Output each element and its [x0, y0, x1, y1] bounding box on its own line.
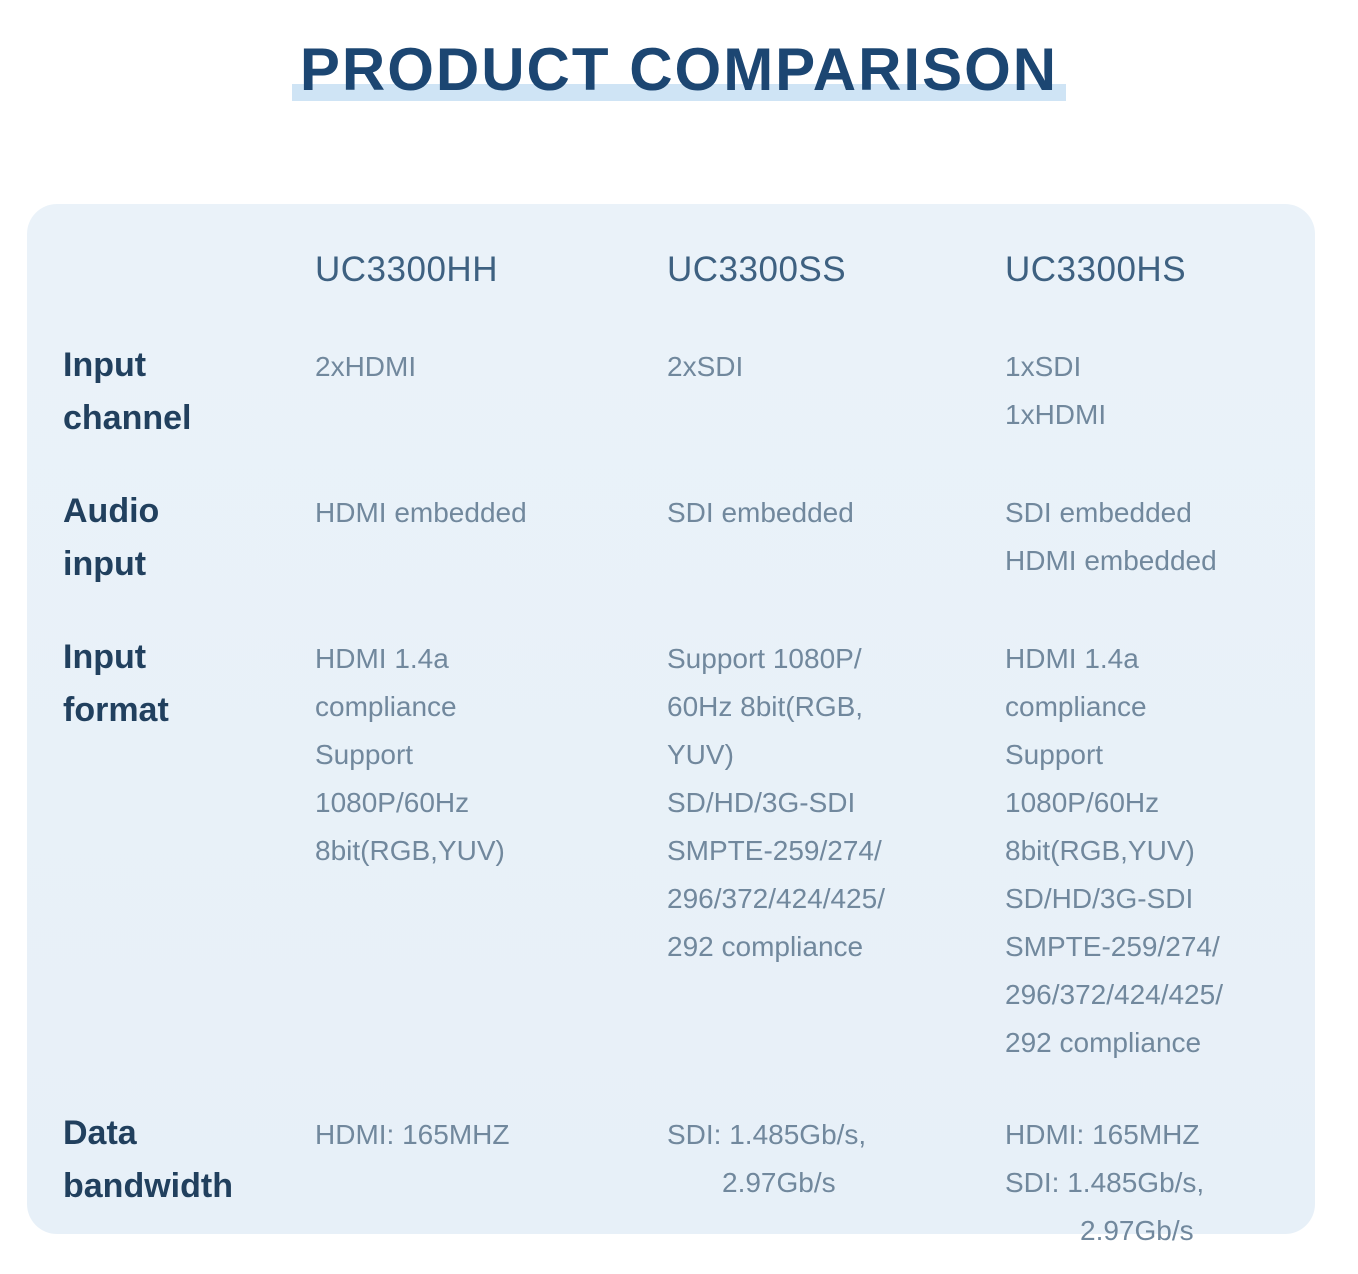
spec-line: SDI: 1.485Gb/s,	[1005, 1167, 1205, 1198]
spec-line: 1xSDI	[1005, 351, 1082, 382]
spec-cell: Support 1080P/60Hz 8bit(RGB, YUV) SD/HD/3G…	[667, 631, 1005, 971]
spec-line: SDI embedded	[667, 497, 854, 528]
row-input-format: Input format HDMI 1.4a compliance Support 1…	[63, 631, 1279, 1067]
spec-line: HDMI embedded	[315, 497, 527, 528]
spec-line: 2.97Gb/s	[722, 1167, 836, 1198]
spec-line: Support 1080P/60Hz	[1005, 739, 1160, 818]
spec-line: SMPTE-259/274/	[1005, 931, 1220, 962]
row-audio-input: Audio input HDMI embedded SDI embedded S…	[63, 485, 1279, 591]
spec-line: Support 1080P/	[667, 643, 862, 674]
spec-line: HDMI embedded	[1005, 545, 1217, 576]
spec-line: SDI: 1.485Gb/s,	[667, 1119, 867, 1150]
spec-cell: SDI embedded HDMI embedded	[1005, 485, 1279, 585]
spec-cell: SDI: 1.485Gb/s, 2.97Gb/s	[667, 1107, 1005, 1207]
page-title: PRODUCT COMPARISON	[0, 34, 1358, 106]
spec-line: 296/372/424/425/	[1005, 979, 1223, 1010]
spec-line: compliance	[1005, 691, 1147, 722]
spec-cell: 1xSDI 1xHDMI	[1005, 339, 1279, 439]
spec-line: SD/HD/3G-SDI	[667, 787, 856, 818]
spec-cell: HDMI: 165MHZ SDI: 1.485Gb/s, 2.97Gb/s	[1005, 1107, 1279, 1255]
spec-line: HDMI 1.4a	[1005, 643, 1139, 674]
spec-line: SDI embedded	[1005, 497, 1192, 528]
spec-line: HDMI: 165MHZ	[315, 1119, 510, 1150]
spec-line: 2xHDMI	[315, 351, 417, 382]
spec-line: 2.97Gb/s	[1080, 1215, 1194, 1246]
spec-line: SMPTE-259/274/	[667, 835, 882, 866]
product-header-uc3300hs: UC3300HS	[1005, 250, 1187, 289]
spec-line: 60Hz 8bit(RGB,	[667, 691, 864, 722]
spec-line: compliance	[315, 691, 457, 722]
spec-line: 2xSDI	[667, 351, 744, 382]
spec-line: 292 compliance	[1005, 1027, 1202, 1058]
spec-cell: 2xHDMI	[315, 339, 667, 391]
row-data-bandwidth: Data bandwidth HDMI: 165MHZ SDI: 1.485Gb…	[63, 1107, 1279, 1255]
spec-line: SD/HD/3G-SDI	[1005, 883, 1194, 914]
row-label: Data bandwidth	[63, 1114, 233, 1205]
product-header-uc3300hh: UC3300HH	[315, 250, 498, 289]
spec-cell: 2xSDI	[667, 339, 1005, 391]
spec-line: 8bit(RGB,YUV)	[315, 835, 505, 866]
spec-line: YUV)	[667, 739, 734, 770]
product-header-row: UC3300HH UC3300SS UC3300HS	[63, 249, 1279, 291]
spec-cell: HDMI embedded	[315, 485, 667, 537]
spec-line: 296/372/424/425/	[667, 883, 885, 914]
spec-cell: HDMI 1.4a compliance Support 1080P/60Hz 8bit…	[315, 631, 667, 875]
product-header-uc3300ss: UC3300SS	[667, 250, 847, 289]
page-title-text: PRODUCT COMPARISON	[291, 36, 1067, 103]
spec-line: HDMI 1.4a	[315, 643, 449, 674]
spec-cell: HDMI: 165MHZ	[315, 1107, 667, 1159]
row-label: Input format	[63, 638, 169, 729]
comparison-card: UC3300HH UC3300SS UC3300HS Input channel…	[27, 204, 1315, 1246]
spec-line: HDMI: 165MHZ	[1005, 1119, 1200, 1150]
spec-cell: HDMI 1.4a compliance Support 1080P/60Hz 8bi…	[1005, 631, 1279, 1067]
row-label: Input channel	[63, 346, 192, 437]
spec-cell: SDI embedded	[667, 485, 1005, 537]
spec-line: 1xHDMI	[1005, 399, 1107, 430]
spec-line: 292 compliance	[667, 931, 864, 962]
spec-line: 1080P/60Hz	[315, 787, 470, 818]
row-label: Audio input	[63, 492, 160, 583]
spec-line: 8bit(RGB,YUV)	[1005, 835, 1195, 866]
spec-line: Support	[315, 739, 414, 770]
row-input-channel: Input channel 2xHDMI 2xSDI 1xSDI 1xHDMI	[63, 339, 1279, 445]
